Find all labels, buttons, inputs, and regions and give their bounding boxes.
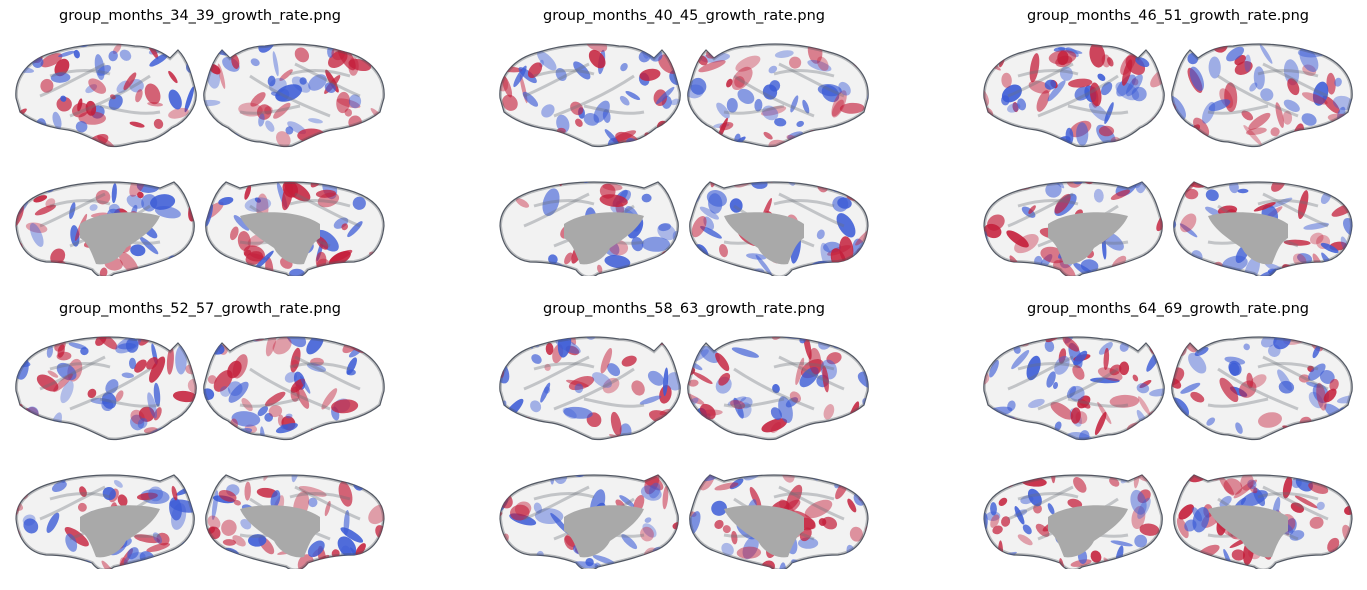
brain-surface-image	[10, 36, 390, 276]
brain-surface-image	[494, 36, 874, 276]
brain-surface-image	[978, 36, 1358, 276]
brain-surface-image	[10, 329, 390, 569]
panel-6: group_months_64_69_growth_rate.png	[968, 293, 1367, 583]
panel-title: group_months_46_51_growth_rate.png	[968, 8, 1367, 24]
brain-surface-image	[494, 329, 874, 569]
panel-title: group_months_58_63_growth_rate.png	[484, 301, 884, 317]
panel-2: group_months_40_45_growth_rate.png	[484, 0, 884, 290]
panel-4: group_months_52_57_growth_rate.png	[0, 293, 400, 583]
panel-title: group_months_64_69_growth_rate.png	[968, 301, 1367, 317]
panel-1: group_months_34_39_growth_rate.png	[0, 0, 400, 290]
brain-surface-image	[978, 329, 1358, 569]
panel-title: group_months_34_39_growth_rate.png	[0, 8, 400, 24]
panel-title: group_months_40_45_growth_rate.png	[484, 8, 884, 24]
panel-title: group_months_52_57_growth_rate.png	[0, 301, 400, 317]
panel-3: group_months_46_51_growth_rate.png	[968, 0, 1367, 290]
panel-5: group_months_58_63_growth_rate.png	[484, 293, 884, 583]
